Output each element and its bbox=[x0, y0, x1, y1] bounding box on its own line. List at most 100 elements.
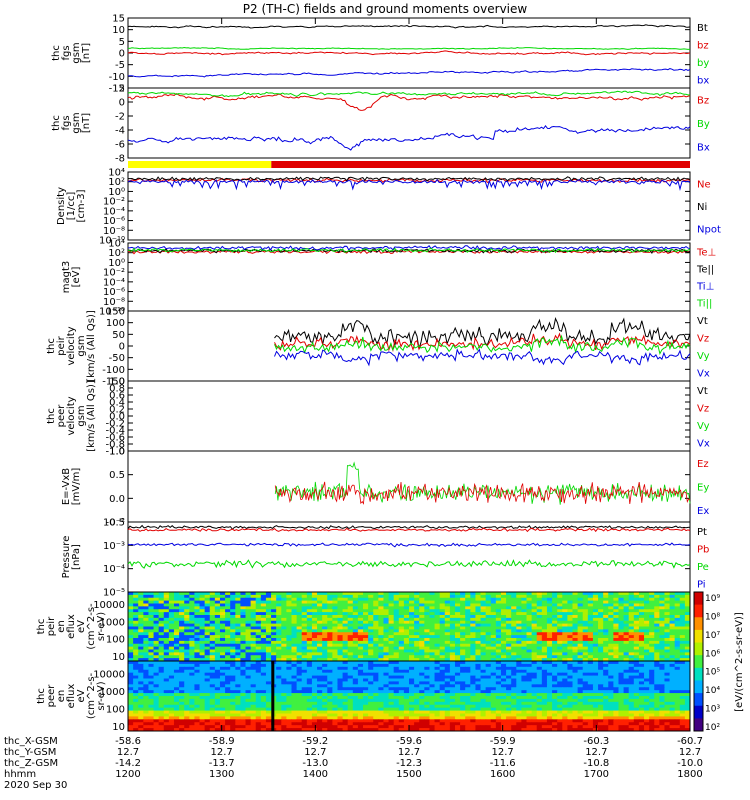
heatmap-cell bbox=[664, 710, 671, 714]
heatmap-cell bbox=[322, 693, 328, 697]
heatmap-cell bbox=[398, 696, 405, 700]
heatmap-cell bbox=[567, 629, 573, 633]
heatmap-cell bbox=[577, 603, 584, 607]
heatmap-cell bbox=[409, 678, 415, 682]
heatmap-cell bbox=[378, 696, 384, 700]
heatmap-cell bbox=[633, 669, 640, 674]
heatmap-cell bbox=[603, 606, 609, 610]
heatmap-cell bbox=[143, 707, 149, 712]
heatmap-cell bbox=[429, 629, 436, 633]
heatmap-cell bbox=[439, 698, 446, 703]
heatmap-cell bbox=[424, 632, 430, 636]
heatmap-cell bbox=[265, 704, 272, 709]
heatmap-cell bbox=[592, 684, 599, 688]
heatmap-cell bbox=[245, 701, 252, 706]
heatmap-cell bbox=[184, 606, 190, 610]
heatmap-cell bbox=[644, 612, 650, 616]
heatmap-cell bbox=[179, 635, 185, 639]
ylabel-fgs: gsm bbox=[71, 42, 82, 63]
heatmap-cell bbox=[572, 609, 579, 613]
heatmap-cell bbox=[454, 592, 461, 596]
heatmap-cell bbox=[148, 638, 155, 642]
series-pressure-green bbox=[127, 559, 691, 569]
heatmap-cell bbox=[271, 620, 277, 625]
heatmap-cell bbox=[536, 672, 543, 677]
heatmap-cell bbox=[618, 652, 625, 656]
heatmap-cell bbox=[317, 681, 323, 685]
heatmap-cell bbox=[398, 632, 405, 636]
heatmap-cell bbox=[664, 612, 671, 616]
heatmap-cell bbox=[633, 612, 640, 616]
heatmap-cell bbox=[644, 652, 650, 656]
heatmap-cell bbox=[250, 623, 257, 627]
heatmap-cell bbox=[276, 661, 282, 665]
heatmap-cell bbox=[347, 603, 354, 607]
heatmap-cell bbox=[388, 696, 395, 700]
heatmap-cell bbox=[199, 701, 206, 706]
heatmap-cell bbox=[638, 612, 645, 616]
heatmap-cell bbox=[618, 661, 625, 665]
heatmap-cell bbox=[184, 678, 190, 682]
heatmap-cell bbox=[342, 675, 349, 679]
heatmap-cell bbox=[173, 666, 180, 671]
heatmap-cell bbox=[281, 592, 287, 596]
heatmap-cell bbox=[225, 623, 231, 627]
heatmap-cell bbox=[536, 687, 543, 691]
heatmap-cell bbox=[368, 643, 374, 648]
heatmap-cell bbox=[587, 638, 594, 642]
heatmap-cell bbox=[546, 696, 553, 700]
heatmap-cell bbox=[536, 707, 543, 712]
heatmap-cell bbox=[546, 707, 553, 712]
heatmap-cell bbox=[194, 710, 201, 714]
heatmap-cell bbox=[506, 632, 512, 636]
heatmap-cell bbox=[342, 663, 349, 668]
heatmap-cell bbox=[669, 623, 676, 627]
ylabel-density: [1/cc] bbox=[66, 192, 77, 221]
heatmap-cell bbox=[552, 681, 558, 685]
heatmap-cell bbox=[490, 652, 497, 656]
heatmap-cell bbox=[173, 640, 180, 645]
heatmap-cell bbox=[276, 666, 282, 671]
heatmap-cell bbox=[373, 617, 379, 622]
heatmap-cell bbox=[148, 646, 155, 650]
heatmap-cell bbox=[230, 696, 236, 700]
heatmap-cell bbox=[148, 629, 155, 633]
heatmap-cell bbox=[184, 710, 190, 714]
heatmap-cell bbox=[414, 597, 420, 602]
heatmap-cell bbox=[465, 646, 471, 650]
heatmap-cell bbox=[138, 693, 144, 697]
heatmap-cell bbox=[679, 652, 686, 656]
heatmap-cell bbox=[592, 597, 599, 602]
heatmap-cell bbox=[352, 632, 359, 636]
heatmap-cell bbox=[199, 609, 206, 613]
ytick-label-fgs_dsl: 0 bbox=[119, 98, 125, 109]
heatmap-cell bbox=[383, 629, 390, 633]
heatmap-cell bbox=[168, 658, 175, 662]
heatmap-cell bbox=[429, 600, 436, 604]
heatmap-cell bbox=[679, 690, 686, 694]
heatmap-cell bbox=[521, 678, 528, 682]
heatmap-cell bbox=[225, 666, 231, 671]
heatmap-cell bbox=[587, 652, 594, 656]
heatmap-cell bbox=[480, 652, 487, 656]
heatmap-cell bbox=[618, 629, 625, 633]
heatmap-cell bbox=[250, 690, 257, 694]
heatmap-cell bbox=[567, 635, 573, 639]
heatmap-cell bbox=[168, 623, 175, 627]
heatmap-cell bbox=[398, 663, 405, 668]
legend-fgs_dsl-1: By bbox=[697, 119, 710, 130]
heatmap-cell bbox=[393, 678, 400, 682]
heatmap-cell bbox=[633, 675, 640, 679]
heatmap-cell bbox=[352, 661, 359, 665]
heatmap-cell bbox=[383, 626, 390, 630]
heatmap-cell bbox=[342, 623, 349, 627]
heatmap-cell bbox=[495, 696, 502, 700]
heatmap-cell bbox=[654, 603, 660, 607]
heatmap-cell bbox=[444, 707, 451, 712]
heatmap-cell bbox=[352, 600, 359, 604]
heatmap-cell bbox=[225, 620, 231, 625]
heatmap-cell bbox=[184, 620, 190, 625]
heatmap-cell bbox=[138, 594, 144, 599]
heatmap-cell bbox=[209, 600, 216, 604]
heatmap-cell bbox=[618, 640, 625, 645]
